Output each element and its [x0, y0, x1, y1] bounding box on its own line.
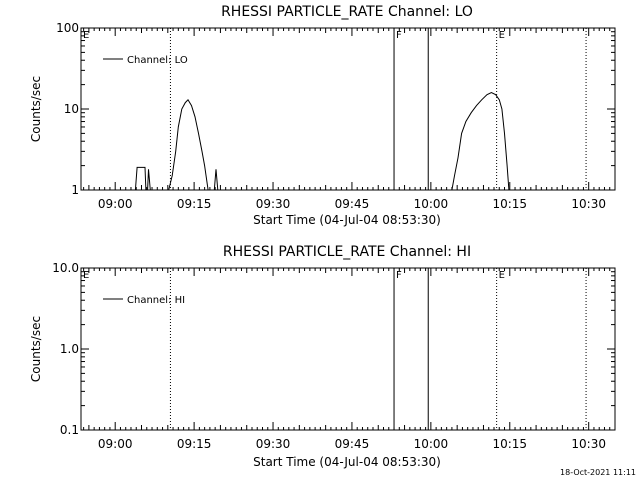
x-ticks: 09:00 09:15 09:30 09:45 10:00 10:15 10:30: [83, 268, 616, 451]
legend: Channel: LO: [103, 55, 188, 66]
time-marker-label: E: [499, 270, 505, 281]
plot-frame: [80, 267, 616, 431]
y-tick-label: 1.0: [60, 342, 79, 356]
chart-title: RHESSI PARTICLE_RATE Channel: LO: [221, 4, 473, 20]
y-axis-label: Counts/sec: [29, 76, 43, 142]
time-marker-label: F: [396, 30, 402, 41]
x-tick-label: 09:45: [335, 197, 370, 211]
x-tick-label: 09:30: [256, 197, 291, 211]
legend-label: Channel: HI: [127, 295, 185, 306]
y-ticks: 0.1 1.0 10.0: [52, 261, 615, 437]
y-tick-label: 1: [71, 183, 79, 197]
x-tick-label: 09:30: [256, 437, 291, 451]
hi-channel-panel: RHESSI PARTICLE_RATE Channel: HI Start T…: [29, 244, 616, 469]
x-tick-label: 10:00: [414, 437, 449, 451]
x-axis-label: Start Time (04-Jul-04 08:53:30): [253, 213, 441, 227]
time-marker-label: E: [83, 30, 89, 41]
chart-title: RHESSI PARTICLE_RATE Channel: HI: [223, 244, 471, 260]
y-tick-label: 0.1: [60, 423, 79, 437]
time-marker-label: E: [83, 270, 89, 281]
x-tick-label: 10:30: [571, 197, 606, 211]
y-ticks: 1 10 100: [56, 21, 615, 197]
y-tick-label: 10: [64, 102, 79, 116]
y-tick-label: 10.0: [52, 261, 79, 275]
x-tick-label: 09:15: [177, 197, 212, 211]
x-axis-label: Start Time (04-Jul-04 08:53:30): [253, 455, 441, 469]
time-marker-label: E: [499, 30, 505, 41]
series-line: [213, 169, 219, 191]
y-axis-label: Counts/sec: [29, 316, 43, 382]
x-tick-label: 09:00: [98, 197, 133, 211]
series-lines: [134, 91, 510, 191]
x-tick-label: 10:15: [492, 437, 527, 451]
legend: Channel: HI: [103, 295, 185, 306]
x-tick-label: 10:00: [414, 197, 449, 211]
x-tick-label: 09:15: [177, 437, 212, 451]
x-tick-label: 09:00: [98, 437, 133, 451]
series-line: [147, 169, 151, 191]
plot-frame: [80, 27, 616, 191]
series-line: [134, 166, 147, 191]
series-line: [168, 98, 209, 191]
legend-label: Channel: LO: [127, 55, 188, 66]
footer-timestamp: 18-Oct-2021 11:11: [560, 468, 636, 477]
y-tick-label: 100: [56, 21, 79, 35]
x-ticks: 09:00 09:15 09:30 09:45 10:00 10:15 10:30: [83, 28, 616, 211]
x-tick-label: 10:15: [492, 197, 527, 211]
x-tick-label: 10:30: [571, 437, 606, 451]
lo-channel-panel: RHESSI PARTICLE_RATE Channel: LO Start T…: [29, 4, 616, 227]
series-line: [451, 91, 510, 191]
x-tick-label: 09:45: [335, 437, 370, 451]
time-marker-label: F: [396, 270, 402, 281]
